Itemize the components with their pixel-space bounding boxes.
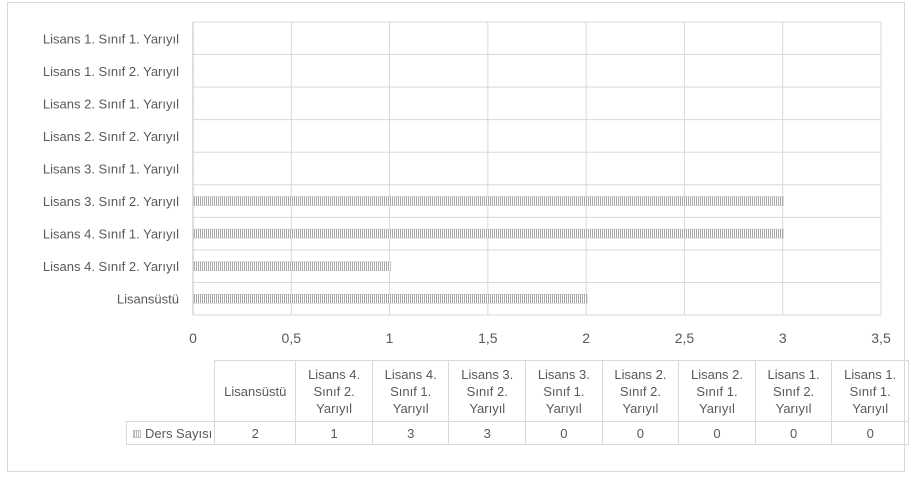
header-line: Lisans 1. (767, 366, 820, 382)
data-table-header-cell: Lisans 3. Sınıf 2. Yarıyıl (448, 360, 527, 422)
category-label: Lisans 4. Sınıf 2. Yarıyıl (43, 259, 179, 274)
header-line: Sınıf 1. (390, 383, 432, 399)
data-table-value-cell: 0 (601, 421, 680, 445)
header-line: Yarıyıl (622, 400, 659, 416)
tick-label: 3,5 (871, 330, 891, 346)
data-table-header-cell: Lisans 4. Sınıf 2. Yarıyıl (295, 360, 373, 422)
header-line: Lisansüstü (224, 383, 287, 399)
header-line: Yarıyıl (469, 400, 506, 416)
header-line: Lisans 3. (461, 366, 514, 382)
header-line: Lisans 2. (690, 366, 744, 382)
category-axis-labels: Lisans 1. Sınıf 1. Yarıyıl Lisans 1. Sını… (43, 31, 179, 306)
bar (193, 293, 588, 304)
category-label: Lisansüstü (117, 292, 179, 307)
tick-label: 1,5 (478, 330, 498, 346)
header-line: Sınıf 2. (313, 383, 355, 399)
header-line: Sınıf 2. (466, 383, 508, 399)
header-line: Yarıyıl (545, 400, 582, 416)
header-line: Sınıf 2. (772, 383, 815, 399)
header-line: Sınıf 1. (849, 383, 891, 399)
data-table-value-cell: 2 (214, 421, 297, 445)
header-line: Yarıyıl (699, 400, 735, 416)
header-line: Sınıf 2. (619, 383, 662, 399)
header-line: Yarıyıl (775, 400, 812, 416)
data-table-value-cell: 1 (295, 421, 373, 445)
data-table-series-cell: Ders Sayısı (125, 421, 216, 445)
data-table-header-cell: Lisans 3. Sınıf 1. Yarıyıl (525, 360, 603, 422)
bars (193, 33, 784, 304)
tick-label: 2,5 (675, 330, 695, 346)
data-table: Lisansüstü Lisans 4. Sınıf 2. Yarıyıl Lisans… (125, 360, 909, 445)
header-line: Lisans 4. (308, 366, 361, 382)
data-table-header-cell: Lisans 1. Sınıf 1. Yarıyıl (831, 360, 909, 422)
header-line: Yarıyıl (316, 400, 353, 416)
value-axis-labels: 0 0,5 1 1,5 2 2,5 3 3,5 (189, 330, 891, 346)
data-table-value-cell: 3 (371, 421, 450, 445)
data-table-corner (127, 361, 215, 422)
header-line: Sınıf 1. (696, 383, 738, 399)
category-label: Lisans 4. Sınıf 1. Yarıyıl (43, 227, 179, 242)
bar (193, 196, 784, 206)
gridlines (192, 21, 882, 316)
data-table-header-cell: Lisansüstü (214, 360, 297, 422)
bar (193, 261, 391, 271)
tick-label: 2 (582, 330, 590, 346)
bar (193, 228, 784, 239)
data-table-value-cell: 0 (525, 421, 603, 445)
tick-label: 3 (779, 330, 787, 346)
header-line: Lisans 1. (844, 366, 897, 382)
category-label: Lisans 2. Sınıf 1. Yarıyıl (43, 96, 179, 111)
header-line: Lisans 2. (614, 366, 667, 382)
category-label: Lisans 1. Sınıf 1. Yarıyıl (43, 31, 179, 46)
header-line: Lisans 4. (384, 366, 437, 382)
data-table-header-cell: Lisans 2. Sınıf 2. Yarıyıl (601, 360, 680, 422)
data-table-header-row: Lisansüstü Lisans 4. Sınıf 2. Yarıyıl Lisans… (127, 360, 909, 422)
category-label: Lisans 1. Sınıf 2. Yarıyıl (43, 64, 179, 79)
header-line: Sınıf 1. (543, 383, 585, 399)
tick-label: 0,5 (282, 330, 302, 346)
tick-label: 0 (189, 330, 197, 346)
data-table-header-cell: Lisans 1. Sınıf 2. Yarıyıl (754, 360, 833, 422)
data-table-value-cell: 3 (448, 421, 527, 445)
header-line: Lisans 3. (537, 366, 590, 382)
header-line: Yarıyıl (852, 400, 889, 416)
data-table-header-cell: Lisans 4. Sınıf 1. Yarıyıl (371, 360, 450, 422)
data-table-value-cell: 0 (678, 421, 756, 445)
category-label: Lisans 2. Sınıf 2. Yarıyıl (43, 129, 179, 144)
data-table-value-cell: 0 (754, 421, 833, 445)
data-table-header-cell: Lisans 2. Sınıf 1. Yarıyıl (678, 360, 756, 422)
category-label: Lisans 3. Sınıf 1. Yarıyıl (43, 162, 179, 177)
category-label: Lisans 3. Sınıf 2. Yarıyıl (43, 194, 179, 209)
legend-key (133, 429, 141, 438)
series-label: Ders Sayısı (145, 425, 213, 441)
data-table-value-cell: 0 (831, 421, 909, 445)
tick-label: 1 (386, 330, 394, 346)
header-line: Yarıyıl (392, 400, 429, 416)
